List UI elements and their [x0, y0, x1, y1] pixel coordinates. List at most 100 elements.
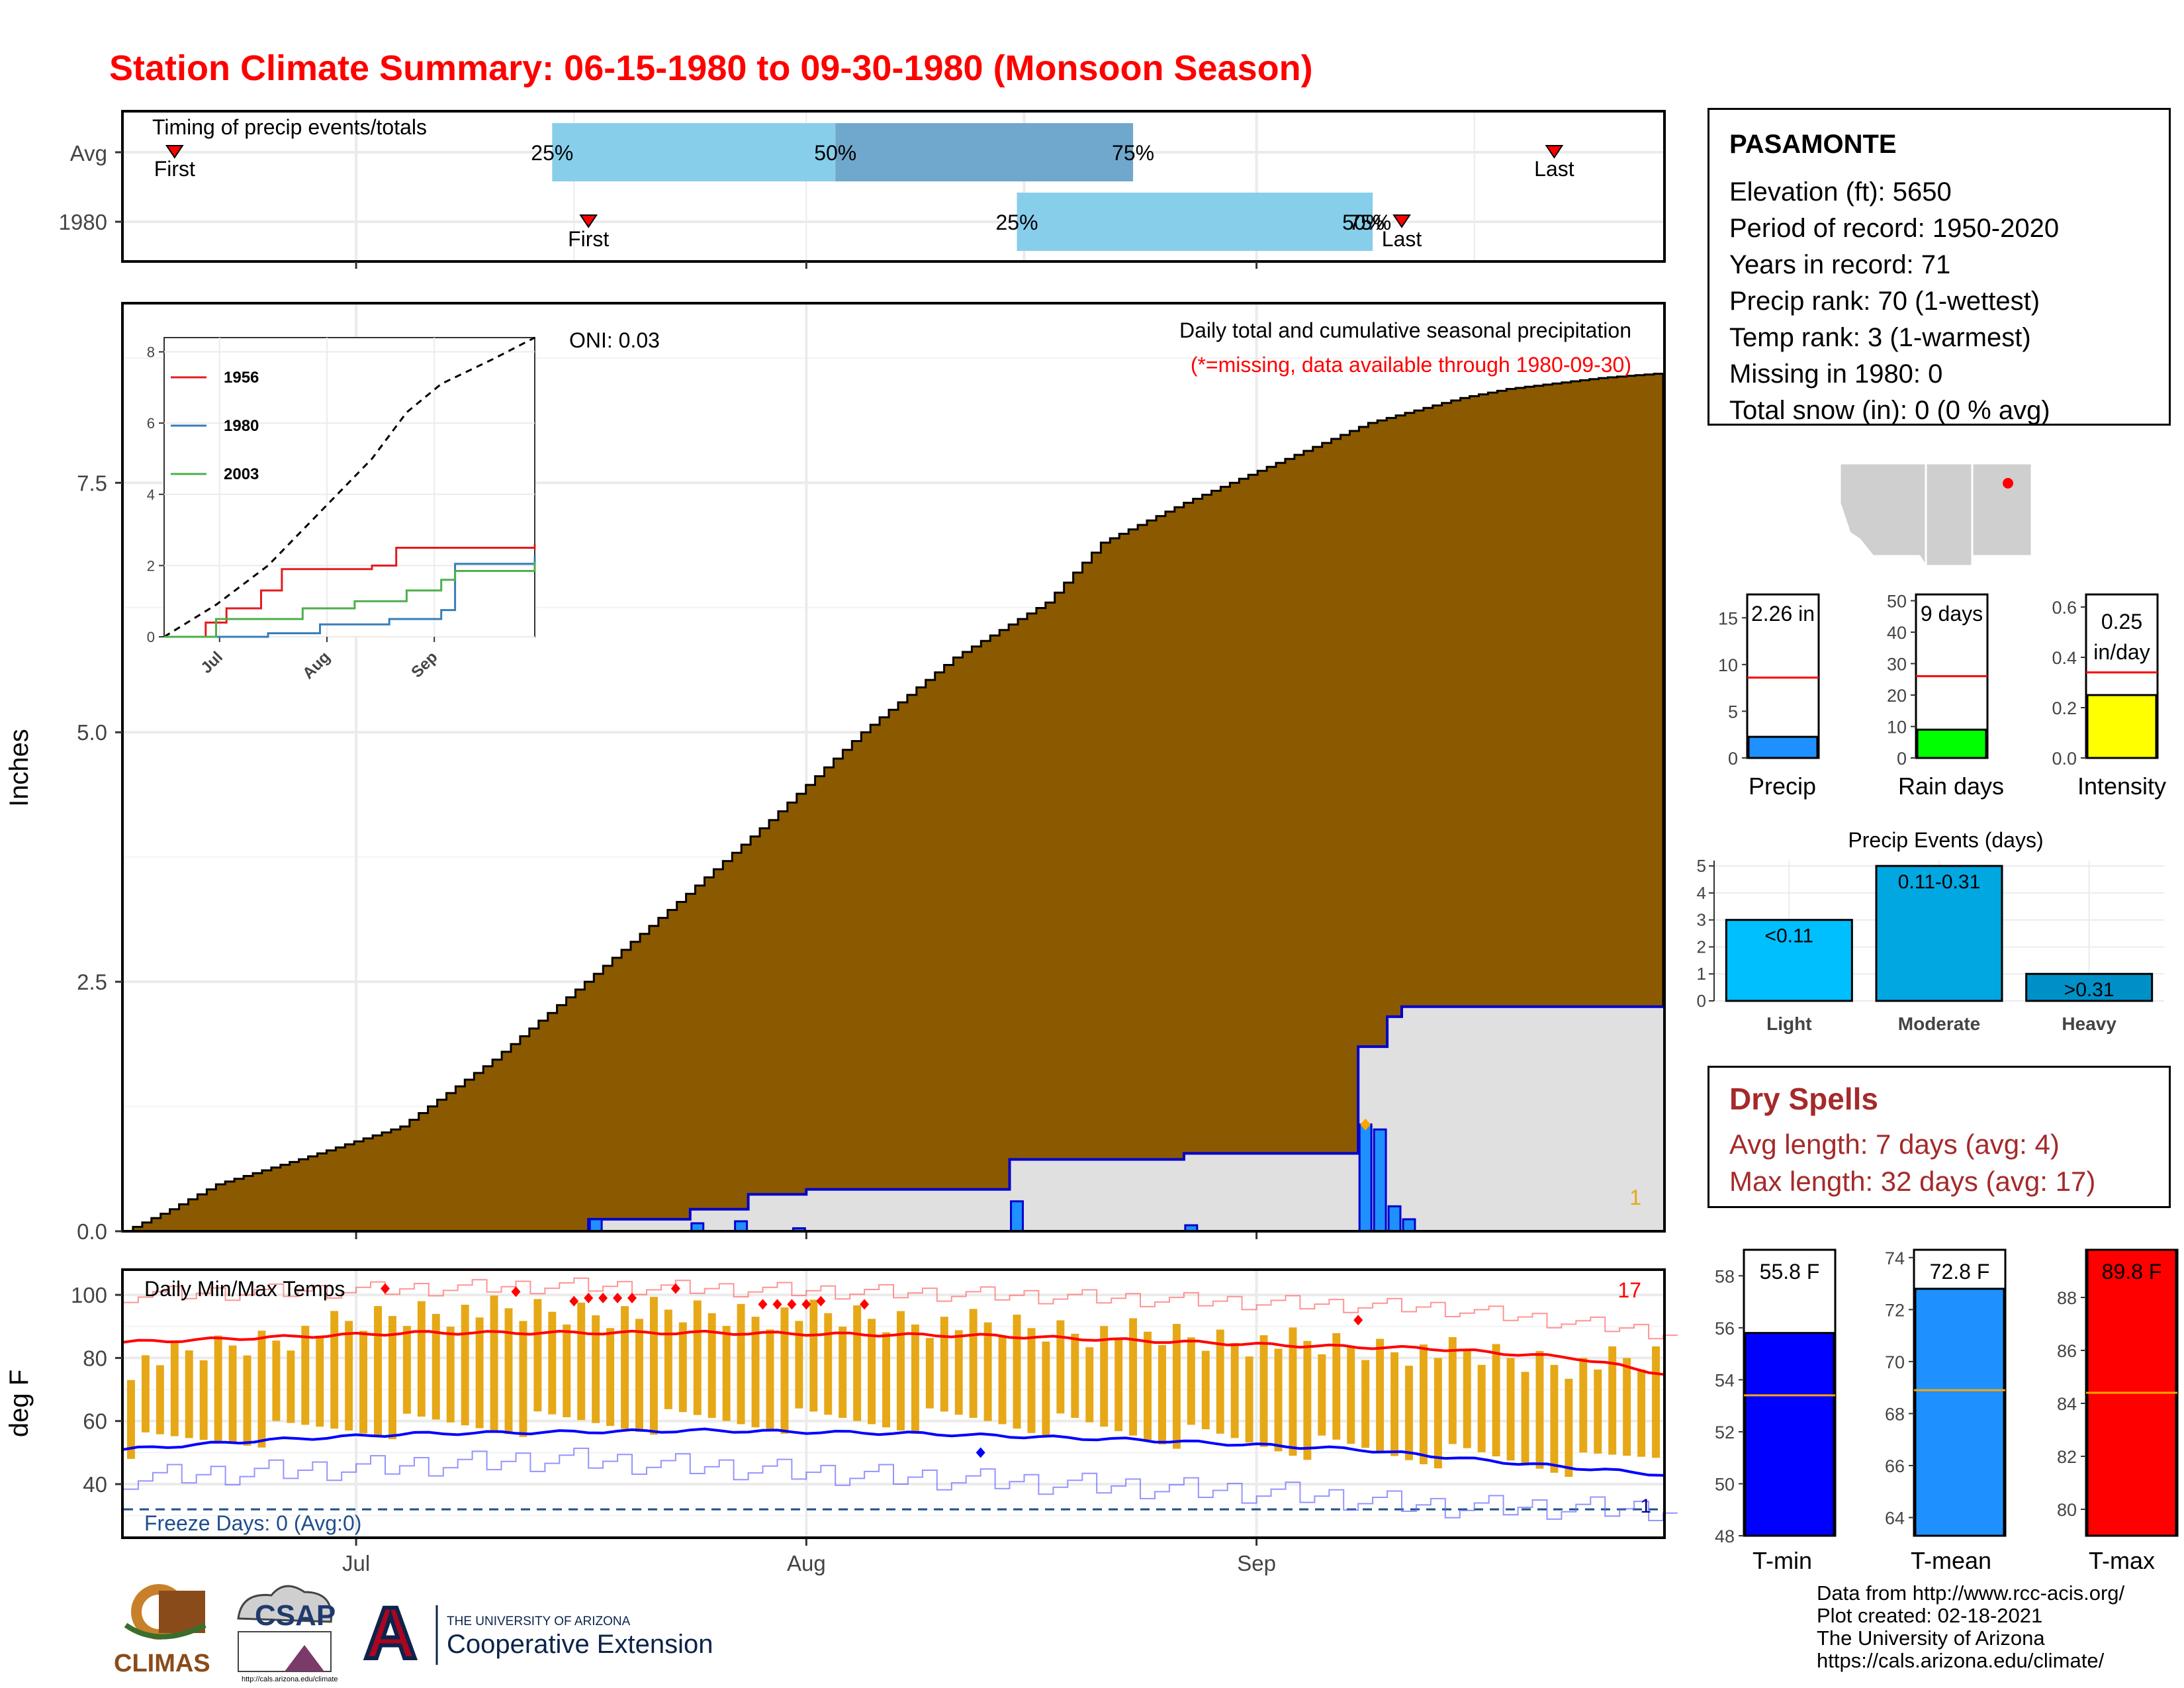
- daily-temp-range-bar: [1100, 1326, 1109, 1427]
- event-bar-label: >0.31: [2064, 979, 2115, 1001]
- record-high-marker: [787, 1299, 797, 1310]
- precip-frame: [121, 302, 1666, 1233]
- station-location-marker: [2003, 478, 2013, 489]
- avg-first-marker: [165, 145, 184, 159]
- credits: Data from http://www.rcc-acis.org/ Plot …: [1817, 1582, 2124, 1672]
- precip-y-tick-label: 0: [1728, 749, 1738, 769]
- intensity-value-unit: in/day: [2093, 640, 2150, 664]
- daily-temp-range-bar: [228, 1345, 237, 1444]
- inset-legend-label: 1980: [224, 417, 259, 435]
- daily-temp-range-bar: [983, 1322, 992, 1421]
- raindays-value-label: 9 days: [1921, 602, 1983, 626]
- y1980-first-marker: [579, 214, 598, 228]
- daily-temp-range-bar: [969, 1309, 978, 1418]
- daily-temp-range-bar: [1506, 1358, 1515, 1461]
- tmax-y-tick-label: 84: [2057, 1394, 2077, 1414]
- record-high-marker: [860, 1299, 870, 1310]
- record-high-marker: [380, 1283, 390, 1294]
- daily-temp-range-bar: [432, 1313, 440, 1420]
- tmean-bar-label: T-mean: [1911, 1547, 1991, 1574]
- daily-temp-range-bar: [824, 1313, 833, 1415]
- daily-temp-range-bar: [722, 1326, 731, 1421]
- avg-last-label: Last: [1534, 157, 1574, 181]
- tmin-y-tick-label: 52: [1715, 1423, 1735, 1442]
- daily-temp-range-bar: [388, 1316, 396, 1440]
- daily-precip-bar: [588, 1218, 603, 1233]
- raindays-y-tick-label: 10: [1887, 718, 1907, 737]
- daily-precip-bar: [734, 1220, 749, 1233]
- daily-temp-range-bar: [199, 1360, 208, 1440]
- daily-temp-range-bar: [664, 1309, 672, 1409]
- inset-series-line: [164, 562, 536, 638]
- daily-temp-range-bar: [446, 1327, 455, 1423]
- timing-1980-range: [1017, 193, 1373, 251]
- record-high-marker: [772, 1299, 782, 1310]
- daily-temp-range-bar: [1608, 1346, 1617, 1455]
- svg-text:CSAP: CSAP: [255, 1599, 336, 1632]
- daily-temp-range-bar: [1187, 1337, 1195, 1425]
- station-precip-rank: Precip rank: 70 (1-wettest): [1729, 287, 2040, 316]
- daily-temp-range-bar: [1201, 1350, 1210, 1430]
- daily-temp-range-bar: [809, 1299, 818, 1412]
- daily-temp-range-bar: [1071, 1333, 1079, 1418]
- avg-tmax-line: [123, 1329, 1664, 1376]
- daily-temp-range-bar: [606, 1328, 615, 1427]
- credit-university: The University of Arizona: [1817, 1626, 2045, 1650]
- daily-temp-range-bar: [853, 1305, 862, 1421]
- raindays-y-tick-label: 0: [1897, 749, 1907, 769]
- tmax-bar-label: T-max: [2089, 1547, 2155, 1574]
- raindays-bar-label: Rain days: [1898, 773, 2004, 800]
- daily-temp-range-bar: [707, 1313, 716, 1418]
- page-title: Station Climate Summary: 06-15-1980 to 0…: [109, 48, 1313, 88]
- daily-temp-range-bar: [243, 1355, 251, 1446]
- daily-temp-range-bar: [1550, 1364, 1559, 1473]
- daily-temp-range-bar: [1115, 1339, 1123, 1431]
- daily-temp-range-bar: [1579, 1358, 1588, 1453]
- daily-temp-range-bar: [1535, 1350, 1544, 1469]
- daily-max-marker: [1360, 1118, 1371, 1131]
- tmean-y-tick-label: 72: [1885, 1300, 1905, 1320]
- summary-bars: 0 5 10 15 2.26 in 0 10 20 30 40 50 9 days 0.0 0.2 0.4 0…: [1718, 592, 2166, 800]
- inset-y-tick-label: 4: [147, 487, 155, 503]
- tmin-bar: [1744, 1332, 1835, 1537]
- event-bar-light: [1725, 919, 1853, 1002]
- tmean-y-tick-label: 68: [1885, 1404, 1905, 1424]
- station-missing: Missing in 1980: 0: [1729, 359, 1943, 389]
- row-label-1980: 1980: [59, 210, 107, 234]
- daily-temp-range-bar: [1274, 1348, 1283, 1452]
- row-label-avg: Avg: [70, 141, 107, 165]
- daily-temp-range-bar: [1376, 1338, 1385, 1452]
- daily-temp-range-bar: [257, 1331, 266, 1448]
- daily-temp-range-bar: [1347, 1346, 1355, 1444]
- daily-temp-range-bar: [1042, 1341, 1050, 1438]
- daily-temp-range-bar: [1318, 1354, 1326, 1436]
- y-axis-title-degf: deg F: [5, 1370, 34, 1437]
- daily-temp-range-bar: [897, 1311, 905, 1430]
- intensity-y-tick-label: 0.4: [2052, 648, 2077, 668]
- daily-temp-range-bar: [1594, 1369, 1602, 1454]
- daily-temp-range-bar: [1405, 1366, 1413, 1460]
- inset-y-tick-label: 0: [147, 629, 155, 645]
- raindays-bar: [1916, 728, 1987, 759]
- daily-temp-range-bar: [1289, 1327, 1297, 1456]
- record-high-marker: [511, 1286, 521, 1297]
- count-high: 17: [1617, 1278, 1641, 1302]
- record-high-marker: [670, 1283, 680, 1294]
- precip-events-chart: Precip Events (days) 0 1 2 3 4 5 <0.11 Light 0.1…: [1697, 828, 2164, 1034]
- record-high-marker: [613, 1292, 623, 1303]
- precip-bar-label: Precip: [1749, 773, 1816, 800]
- daily-temp-range-bar: [1129, 1318, 1138, 1436]
- station-snow: Total snow (in): 0 (0 % avg): [1729, 396, 2050, 425]
- inset-legend-label: 2003: [224, 465, 259, 483]
- daily-temp-range-bar: [795, 1321, 803, 1409]
- daily-temp-range-bar: [301, 1325, 310, 1425]
- daily-temp-range-bar: [1652, 1346, 1660, 1458]
- temps-bg: [122, 1270, 1664, 1538]
- temps-y-tick-label: 100: [71, 1283, 107, 1307]
- precip-value-label: 2.26 in: [1751, 602, 1815, 626]
- svg-text:THE UNIVERSITY OF ARIZONA: THE UNIVERSITY OF ARIZONA: [447, 1615, 631, 1628]
- y1980-last-label: Last: [1382, 227, 1422, 251]
- temps-y-tick-label: 60: [83, 1409, 107, 1434]
- svg-text:http://cals.arizona.edu/climat: http://cals.arizona.edu/climate: [242, 1675, 338, 1683]
- daily-temp-range-bar: [272, 1340, 281, 1421]
